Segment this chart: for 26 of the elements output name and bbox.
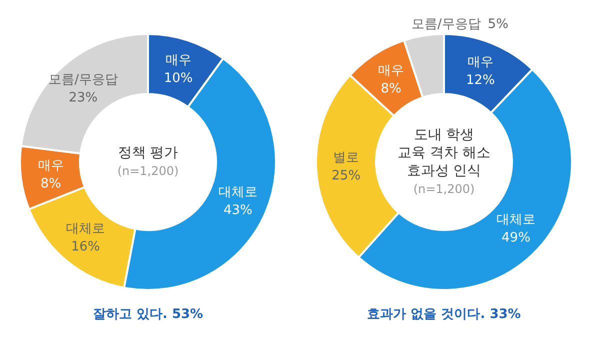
slice-label: 대체로 [496,212,536,228]
text: (n=1,200) [117,164,179,178]
slice-label: 대체로 [66,222,106,237]
slice-label: 매우 [38,158,64,174]
slice-label: 모름/무응답 [411,16,481,32]
slice-label: 대체로 [218,184,258,200]
data-label: 10% [164,70,193,86]
text: (n=1,200) [413,182,475,196]
slice-label: 매우 [467,55,494,70]
text: 효과가 없을 것이다. 33% [367,307,521,322]
data-label: 16% [71,240,100,255]
data-label: 43% [223,202,252,218]
data-label: 8% [380,82,402,97]
text: 잘하고 있다. 53% [92,307,204,322]
data-label: 23% [68,90,98,106]
text: 도내 학생 교육 격차 해소 효과성 인식 [398,127,490,179]
data-label: 25% [332,168,361,184]
slice-label: 모름/무응답 [48,72,118,88]
slice-label: 별로 [333,150,360,166]
text: 정책 평가 [118,145,178,161]
data-label: 8% [40,176,62,192]
data-label: 5% [488,16,508,32]
slice-label: 매우 [165,52,192,68]
slice-label: 매우 [378,64,404,79]
data-label: 12% [466,73,495,88]
data-label: 49% [502,230,530,246]
